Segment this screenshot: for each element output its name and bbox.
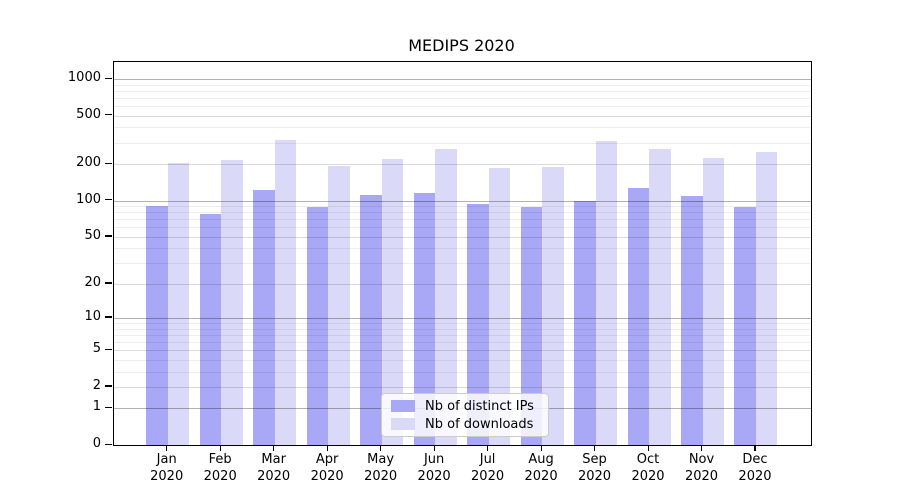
gridline-300 xyxy=(114,142,811,144)
gridline-1000 xyxy=(114,79,811,80)
y-tick-mark-100 xyxy=(105,199,112,201)
chart-title: MEDIPS 2020 xyxy=(408,36,515,55)
y-tick-label-10: 10 xyxy=(84,308,101,324)
bar-ips-apr xyxy=(306,206,329,445)
y-tick-label-2: 2 xyxy=(92,377,101,393)
legend-label-distinct-ips: Nb of distinct IPs xyxy=(425,398,534,414)
x-tick-label-nov: Nov 2020 xyxy=(684,452,719,484)
legend-item-distinct-ips: Nb of distinct IPs xyxy=(382,399,548,414)
y-tick-label-20: 20 xyxy=(84,274,101,290)
x-tick-mark-aug xyxy=(540,445,542,451)
x-tick-mark-jul xyxy=(487,445,489,451)
x-tick-label-may: May 2020 xyxy=(364,452,398,484)
y-tick-mark-0 xyxy=(105,443,112,445)
bar-downloads-jan xyxy=(167,162,190,445)
x-tick-mark-nov xyxy=(701,445,703,451)
bar-ips-jul xyxy=(467,203,489,445)
bar-downloads-oct xyxy=(649,148,671,445)
y-tick-label-50: 50 xyxy=(84,227,101,243)
bar-downloads-may xyxy=(381,158,404,445)
bar-downloads-mar xyxy=(274,139,297,445)
gridline-500 xyxy=(114,115,811,117)
x-tick-label-mar: Mar 2020 xyxy=(257,452,291,484)
x-tick-mark-apr xyxy=(326,445,328,451)
x-tick-mark-feb xyxy=(219,445,221,451)
x-tick-label-oct: Oct 2020 xyxy=(631,452,665,484)
y-tick-mark-50 xyxy=(105,235,112,237)
bar-ips-may xyxy=(360,195,382,445)
y-tick-mark-1000 xyxy=(105,77,112,79)
legend-item-downloads: Nb of downloads xyxy=(382,417,548,432)
bar-downloads-dec xyxy=(755,152,778,445)
x-tick-label-jun: Jun 2020 xyxy=(417,452,451,484)
bar-downloads-jun xyxy=(435,148,457,445)
bar-ips-jun xyxy=(413,193,436,445)
bar-ips-aug xyxy=(520,207,543,445)
y-tick-label-1: 1 xyxy=(92,399,101,415)
legend-swatch-downloads xyxy=(391,418,415,430)
y-tick-label-100: 100 xyxy=(76,191,101,207)
y-tick-mark-500 xyxy=(105,114,112,116)
bar-downloads-aug xyxy=(542,166,564,445)
x-tick-label-apr: Apr 2020 xyxy=(310,452,344,484)
gridline-800 xyxy=(114,90,811,92)
bar-ips-nov xyxy=(681,196,703,445)
gridline-600 xyxy=(114,106,811,108)
x-tick-mark-dec xyxy=(754,445,756,451)
gridline-400 xyxy=(114,127,811,129)
bar-ips-sep xyxy=(574,200,596,445)
bar-ips-mar xyxy=(253,189,275,445)
bar-ips-jan xyxy=(146,206,168,445)
gridline-700 xyxy=(114,97,811,99)
x-tick-label-dec: Dec 2020 xyxy=(738,452,772,484)
x-tick-mark-oct xyxy=(647,445,649,451)
x-tick-mark-mar xyxy=(273,445,275,451)
bar-ips-dec xyxy=(734,206,756,445)
x-tick-mark-may xyxy=(380,445,382,451)
gridline-900 xyxy=(114,84,811,86)
plot-area: Nb of distinct IPs Nb of downloads xyxy=(113,61,812,446)
y-tick-mark-1 xyxy=(105,406,112,409)
bar-downloads-feb xyxy=(221,159,243,445)
bar-downloads-apr xyxy=(328,165,350,445)
x-tick-label-sep: Sep 2020 xyxy=(577,452,612,484)
bar-ips-feb xyxy=(199,214,222,445)
y-tick-label-0: 0 xyxy=(92,436,101,451)
bar-downloads-nov xyxy=(702,157,724,445)
y-tick-mark-10 xyxy=(105,316,112,318)
y-tick-mark-2 xyxy=(105,385,112,387)
x-tick-mark-sep xyxy=(594,445,596,451)
y-tick-mark-20 xyxy=(105,282,112,284)
y-tick-label-200: 200 xyxy=(76,155,101,171)
y-tick-label-5: 5 xyxy=(92,341,101,357)
legend-label-downloads: Nb of downloads xyxy=(425,416,534,432)
bar-downloads-sep xyxy=(595,140,618,445)
legend-swatch-distinct-ips xyxy=(391,400,415,412)
y-tick-mark-5 xyxy=(105,348,112,350)
bar-ips-oct xyxy=(627,187,650,445)
bar-downloads-jul xyxy=(488,168,511,445)
y-tick-label-500: 500 xyxy=(76,106,101,122)
y-tick-mark-200 xyxy=(105,162,112,164)
x-tick-label-jan: Jan 2020 xyxy=(150,452,184,484)
y-tick-label-1000: 1000 xyxy=(67,70,101,85)
x-tick-label-aug: Aug 2020 xyxy=(524,452,558,484)
x-tick-label-feb: Feb 2020 xyxy=(203,452,237,484)
x-tick-mark-jan xyxy=(166,445,168,451)
legend: Nb of distinct IPs Nb of downloads xyxy=(381,393,549,437)
x-tick-mark-jun xyxy=(433,445,435,451)
x-tick-label-jul: Jul 2020 xyxy=(471,452,505,484)
